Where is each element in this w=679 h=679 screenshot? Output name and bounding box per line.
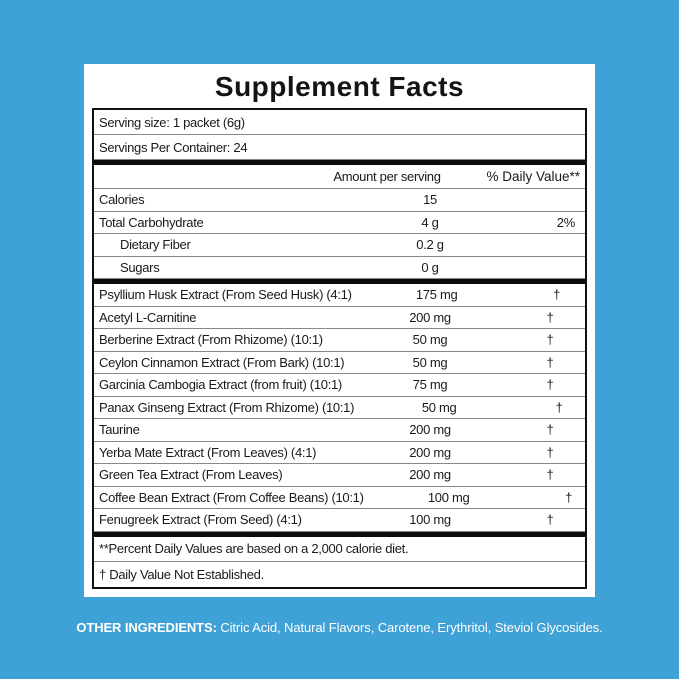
serving-size-row: Serving size: 1 packet (6g) xyxy=(94,110,585,135)
nutrient-row-calories: Calories 15 xyxy=(94,189,585,212)
ingredient-amount: 50 mg xyxy=(421,399,457,415)
ingredient-row: Taurine 200 mg † xyxy=(94,419,585,442)
daily-value-header: % Daily Value** xyxy=(486,169,580,184)
servings-per-container-row: Servings Per Container: 24 xyxy=(94,135,585,160)
nutrient-row-dietary-fiber: Dietary Fiber 0.2 g xyxy=(94,234,585,257)
ingredient-row: Ceylon Cinnamon Extract (From Bark) (10:… xyxy=(94,352,585,374)
supplement-facts-title: Supplement Facts xyxy=(214,71,465,102)
facts-table: Serving size: 1 packet (6g) Servings Per… xyxy=(92,108,587,589)
serving-size-text: Serving size: 1 packet (6g) xyxy=(99,114,245,130)
ingredient-dv-dagger: † xyxy=(546,422,554,438)
ingredient-amount: 50 mg xyxy=(412,354,448,370)
supplement-facts-panel: Supplement Facts Serving size: 1 packet … xyxy=(84,64,595,597)
ingredient-name: Garcinia Cambogia Extract (from fruit) (… xyxy=(99,377,342,393)
nutrient-name: Total Carbohydrate xyxy=(99,214,204,230)
ingredient-amount: 200 mg xyxy=(409,422,451,438)
nutrient-dv: 2% xyxy=(556,214,576,230)
ingredient-name: Ceylon Cinnamon Extract (From Bark) (10:… xyxy=(99,354,345,370)
ingredient-dv-dagger: † xyxy=(553,287,561,303)
ingredient-amount: 100 mg xyxy=(427,489,470,505)
ingredient-name: Yerba Mate Extract (From Leaves) (4:1) xyxy=(99,444,317,460)
ingredient-dv-dagger: † xyxy=(565,489,573,505)
footnote-text: † Daily Value Not Established. xyxy=(99,566,264,582)
nutrient-amount: 4 g xyxy=(421,214,439,230)
ingredient-row: Panax Ginseng Extract (From Rhizome) (10… xyxy=(94,397,585,419)
footnote-text: **Percent Daily Values are based on a 2,… xyxy=(99,541,409,556)
ingredient-amount: 50 mg xyxy=(412,332,448,348)
section-divider-bar xyxy=(94,531,585,537)
ingredient-dv-dagger: † xyxy=(546,377,554,393)
ingredient-dv-dagger: † xyxy=(546,444,554,460)
nutrient-name: Sugars xyxy=(120,259,160,275)
ingredient-name: Taurine xyxy=(99,422,140,438)
amount-per-serving-header: Amount per serving xyxy=(333,169,441,184)
other-ingredients-line: OTHER INGREDIENTS: Citric Acid, Natural … xyxy=(0,620,679,635)
ingredient-dv-dagger: † xyxy=(546,309,554,325)
ingredient-name: Panax Ginseng Extract (From Rhizome) (10… xyxy=(99,399,355,415)
ingredient-row: Garcinia Cambogia Extract (from fruit) (… xyxy=(94,374,585,397)
footnote-not-established: † Daily Value Not Established. xyxy=(94,562,585,587)
nutrient-name: Calories xyxy=(99,192,145,208)
section-divider-bar xyxy=(94,279,585,284)
ingredient-name: Green Tea Extract (From Leaves) xyxy=(99,467,283,483)
other-ingredients-label: OTHER INGREDIENTS: xyxy=(76,620,217,635)
ingredient-row: Psyllium Husk Extract (From Seed Husk) (… xyxy=(94,284,585,307)
ingredient-dv-dagger: † xyxy=(555,399,563,415)
ingredient-amount: 75 mg xyxy=(412,377,448,393)
nutrient-row-sugars: Sugars 0 g xyxy=(94,257,585,279)
ingredient-name: Coffee Bean Extract (From Coffee Beans) … xyxy=(99,489,364,505)
ingredient-dv-dagger: † xyxy=(546,467,554,483)
nutrient-amount: 0 g xyxy=(421,259,439,275)
ingredient-dv-dagger: † xyxy=(546,332,554,348)
section-divider-bar xyxy=(94,160,585,165)
ingredient-amount: 200 mg xyxy=(409,444,451,460)
ingredient-row: Coffee Bean Extract (From Coffee Beans) … xyxy=(94,487,585,509)
nutrient-name: Dietary Fiber xyxy=(120,237,191,253)
ingredient-row: Yerba Mate Extract (From Leaves) (4:1) 2… xyxy=(94,442,585,464)
ingredient-name: Psyllium Husk Extract (From Seed Husk) (… xyxy=(99,287,352,303)
ingredient-amount: 200 mg xyxy=(409,309,451,325)
footnote-daily-values: **Percent Daily Values are based on a 2,… xyxy=(94,537,585,562)
ingredient-amount: 200 mg xyxy=(409,467,451,483)
column-header-row: Amount per serving % Daily Value** xyxy=(94,165,585,189)
nutrient-row-total-carbohydrate: Total Carbohydrate 4 g 2% xyxy=(94,212,585,234)
ingredient-dv-dagger: † xyxy=(546,512,554,528)
nutrient-amount: 0.2 g xyxy=(416,237,444,253)
ingredient-row: Fenugreek Extract (From Seed) (4:1) 100 … xyxy=(94,509,585,532)
ingredient-dv-dagger: † xyxy=(546,354,554,370)
ingredient-amount: 100 mg xyxy=(409,512,451,528)
ingredient-row: Berberine Extract (From Rhizome) (10:1) … xyxy=(94,329,585,352)
servings-per-container-text: Servings Per Container: 24 xyxy=(99,139,248,155)
nutrient-amount: 15 xyxy=(423,192,437,208)
ingredient-amount: 175 mg xyxy=(415,287,458,303)
ingredient-name: Fenugreek Extract (From Seed) (4:1) xyxy=(99,512,302,528)
ingredient-name: Berberine Extract (From Rhizome) (10:1) xyxy=(99,332,323,348)
ingredient-row: Acetyl L-Carnitine 200 mg † xyxy=(94,307,585,329)
ingredient-row: Green Tea Extract (From Leaves) 200 mg † xyxy=(94,464,585,487)
ingredient-name: Acetyl L-Carnitine xyxy=(99,309,197,325)
other-ingredients-text: Citric Acid, Natural Flavors, Carotene, … xyxy=(216,620,603,635)
